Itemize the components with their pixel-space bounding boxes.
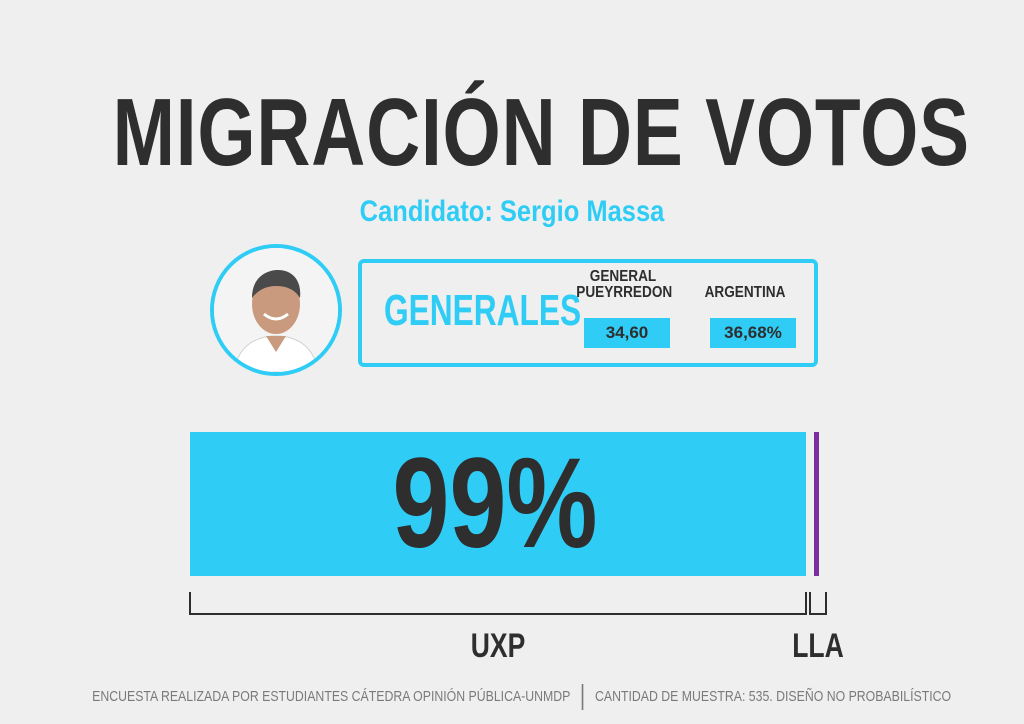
- category-label-lla: LLA: [792, 627, 844, 665]
- column-label-argentina: ARGENTINA: [698, 285, 792, 301]
- page-subtitle: Candidato: Sergio Massa: [359, 195, 665, 228]
- column-label-line2: ARGENTINA: [704, 284, 786, 301]
- footer-note: ENCUESTA REALIZADA POR ESTUDIANTES CÁTED…: [92, 684, 951, 710]
- footer-right: CANTIDAD DE MUESTRA: 535. DISEÑO NO PROB…: [595, 687, 952, 705]
- bracket-lla: [809, 592, 827, 615]
- results-box: GENERALES GENERAL PUEYRREDON 34,60 ARGEN…: [358, 259, 818, 367]
- column-label-line2: PUEYRREDON: [576, 284, 673, 301]
- page-title: MIGRACIÓN DE VOTOS: [112, 79, 970, 186]
- footer-left: ENCUESTA REALIZADA POR ESTUDIANTES CÁTED…: [92, 687, 571, 705]
- candidate-photo-icon: [210, 244, 342, 376]
- column-label-line1: GENERAL: [589, 268, 657, 285]
- value-argentina: 36,68%: [710, 318, 796, 348]
- category-label-uxp: UXP: [470, 627, 526, 665]
- value-general-pueyrredon: 34,60: [584, 318, 670, 348]
- candidate-portrait-icon: [214, 248, 338, 372]
- bracket-uxp: [189, 592, 807, 615]
- bar-lla: [814, 432, 819, 576]
- bar-uxp: [190, 432, 806, 576]
- data-label-uxp: 99%: [392, 432, 598, 575]
- column-label-general-pueyrredon: GENERAL PUEYRREDON: [576, 268, 673, 301]
- footer-divider: [581, 684, 584, 710]
